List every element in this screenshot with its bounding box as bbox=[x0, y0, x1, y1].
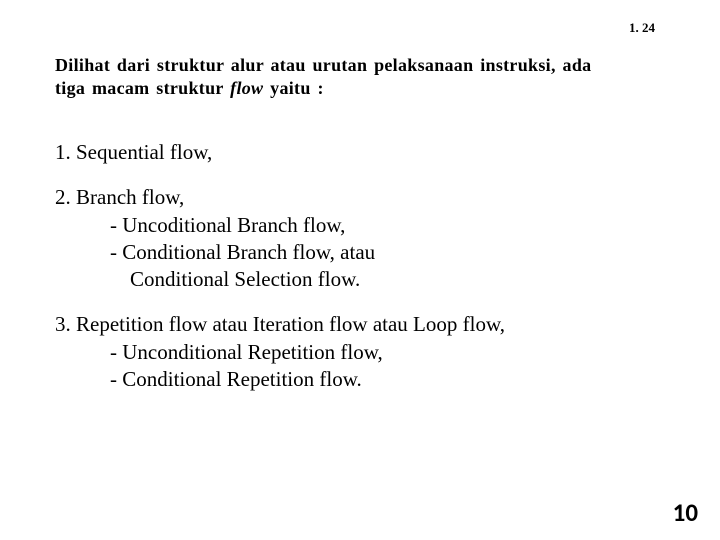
item3-sub1: - Unconditional Repetition flow, bbox=[55, 339, 665, 366]
item2-sub3: Conditional Selection flow. bbox=[55, 266, 665, 293]
page-header: 1. 24 bbox=[55, 20, 665, 36]
item2-sub2: - Conditional Branch flow, atau bbox=[55, 239, 665, 266]
item1-text: 1. Sequential flow, bbox=[55, 139, 665, 166]
intro-italic-word: flow bbox=[230, 78, 263, 98]
item3-sub2: - Conditional Repetition flow. bbox=[55, 366, 665, 393]
list-item-1: 1. Sequential flow, bbox=[55, 139, 665, 166]
item3-main: 3. Repetition flow atau Iteration flow a… bbox=[55, 311, 665, 338]
page-number-value: 10 bbox=[673, 497, 698, 528]
list-item-3: 3. Repetition flow atau Iteration flow a… bbox=[55, 311, 665, 393]
page-number: 10 bbox=[673, 497, 698, 528]
intro-paragraph: Dilihat dari struktur alur atau urutan p… bbox=[55, 54, 665, 99]
chapter-page-label: 1. 24 bbox=[629, 20, 655, 35]
intro-line2-post: yaitu : bbox=[263, 78, 323, 98]
intro-line1: Dilihat dari struktur alur atau urutan p… bbox=[55, 55, 591, 75]
item2-main: 2. Branch flow, bbox=[55, 184, 665, 211]
list-item-2: 2. Branch flow, - Uncoditional Branch fl… bbox=[55, 184, 665, 293]
intro-line2-pre: tiga macam struktur bbox=[55, 78, 230, 98]
item2-sub1: - Uncoditional Branch flow, bbox=[55, 212, 665, 239]
